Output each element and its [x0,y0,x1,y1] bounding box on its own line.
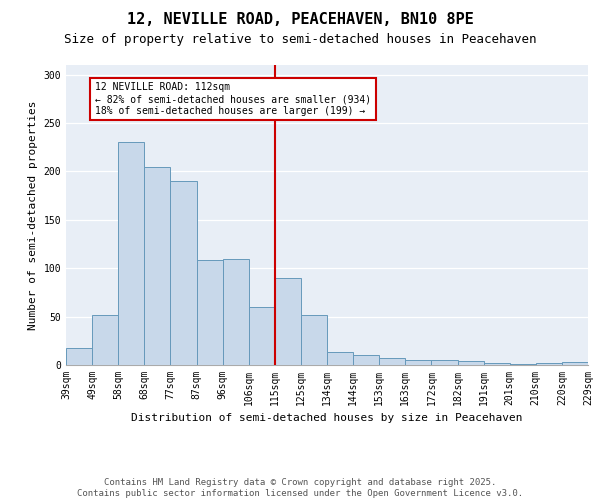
Bar [275,278,301,365]
Bar [327,352,353,365]
Bar [92,314,118,365]
Bar [562,362,588,365]
Bar [197,260,223,365]
Text: 12 NEVILLE ROAD: 112sqm
← 82% of semi-detached houses are smaller (934)
18% of s: 12 NEVILLE ROAD: 112sqm ← 82% of semi-de… [95,82,371,116]
Bar [510,364,536,365]
Bar [536,363,562,365]
X-axis label: Distribution of semi-detached houses by size in Peacehaven: Distribution of semi-detached houses by … [131,414,523,424]
Bar [379,358,406,365]
Bar [431,360,458,365]
Text: 12, NEVILLE ROAD, PEACEHAVEN, BN10 8PE: 12, NEVILLE ROAD, PEACEHAVEN, BN10 8PE [127,12,473,28]
Text: Contains HM Land Registry data © Crown copyright and database right 2025.
Contai: Contains HM Land Registry data © Crown c… [77,478,523,498]
Bar [249,307,275,365]
Bar [66,348,92,365]
Bar [301,314,327,365]
Bar [223,258,249,365]
Bar [458,361,484,365]
Bar [484,363,510,365]
Text: Size of property relative to semi-detached houses in Peacehaven: Size of property relative to semi-detach… [64,32,536,46]
Bar [145,166,170,365]
Bar [118,142,145,365]
Bar [353,356,379,365]
Y-axis label: Number of semi-detached properties: Number of semi-detached properties [28,100,38,330]
Bar [406,360,431,365]
Bar [170,181,197,365]
